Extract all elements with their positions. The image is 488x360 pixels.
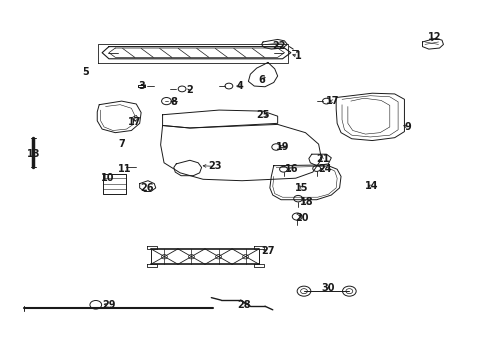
Text: 3: 3 (139, 81, 145, 91)
Text: 4: 4 (236, 81, 243, 91)
Text: 2: 2 (186, 85, 193, 95)
Text: 24: 24 (318, 164, 331, 174)
Text: 1: 1 (294, 51, 301, 61)
Text: 5: 5 (82, 67, 89, 77)
Text: 15: 15 (295, 183, 308, 193)
Text: 17: 17 (325, 96, 338, 106)
Text: 12: 12 (427, 32, 441, 41)
Text: 8: 8 (170, 97, 177, 107)
Text: 25: 25 (256, 110, 269, 120)
Text: 13: 13 (27, 149, 41, 159)
Text: 6: 6 (258, 75, 264, 85)
Text: 19: 19 (275, 142, 289, 152)
Text: 27: 27 (261, 246, 274, 256)
Text: 10: 10 (101, 173, 115, 183)
Text: 11: 11 (118, 163, 131, 174)
Text: 26: 26 (140, 183, 153, 193)
Text: 17: 17 (128, 117, 141, 127)
Text: 16: 16 (284, 164, 298, 174)
Text: 14: 14 (364, 181, 377, 192)
Text: 30: 30 (321, 283, 334, 293)
Text: 7: 7 (118, 139, 125, 149)
Text: 20: 20 (295, 213, 308, 222)
Text: 21: 21 (315, 154, 328, 164)
Text: 29: 29 (102, 300, 116, 310)
Text: 28: 28 (237, 300, 251, 310)
Text: 22: 22 (271, 41, 285, 50)
Text: 18: 18 (300, 197, 313, 207)
Text: 9: 9 (404, 122, 411, 132)
Text: 23: 23 (208, 161, 222, 171)
